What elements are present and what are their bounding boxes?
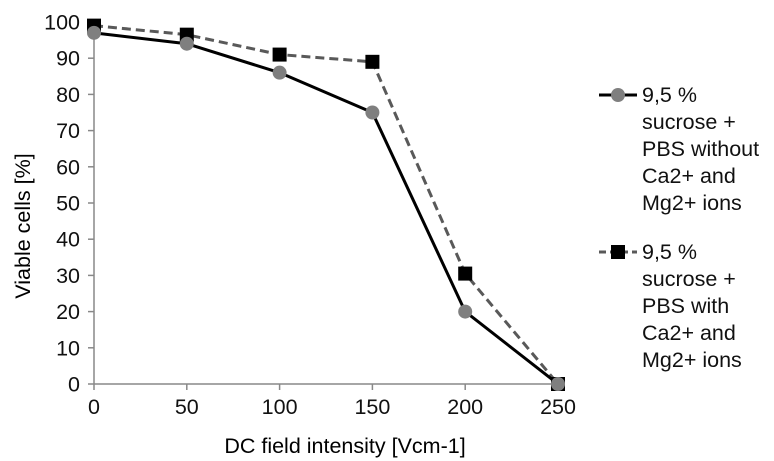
y-tick-label: 40 [56,228,80,252]
y-axis-label: Viable cells [%] [11,153,35,298]
y-tick-label: 20 [56,300,80,324]
data-point [458,266,473,281]
y-tick-label: 30 [56,264,80,288]
legend-swatch-circle-icon [599,88,637,102]
y-tick-label: 10 [56,336,80,360]
legend-label-line-5: Mg2+ ions [642,191,742,215]
series-line [93,24,560,385]
series-line [93,31,559,386]
legend-label-line-1: 9,5 % [642,83,697,107]
x-axis: 0 50 100 150 200 250 [88,383,576,419]
legend-label-line-4: Ca2+ and [642,164,736,188]
data-point [365,54,380,69]
y-axis: 0 10 20 30 40 50 60 70 80 90 100 [44,11,95,397]
legend-swatch-square-icon [599,245,637,259]
legend-label-line-3: PBS without [642,137,760,161]
y-tick-label: 60 [56,155,80,179]
y-tick-label: 70 [56,119,80,143]
y-tick-label: 90 [56,47,80,71]
x-axis-label: DC field intensity [Vcm-1] [224,434,465,458]
legend-entry-with-ions: 9,5 % sucrose + PBS with Ca2+ and Mg2+ i… [598,239,774,374]
x-tick-label: 0 [88,395,100,419]
data-point [272,65,287,80]
legend-label-line-1: 9,5 % [642,240,697,264]
x-tick-label: 100 [262,395,298,419]
y-tick-label: 0 [68,373,80,397]
legend-label-line-5: Mg2+ ions [642,348,742,372]
series-1 [87,25,565,391]
legend: 9,5 % sucrose + PBS without Ca2+ and Mg2… [598,82,774,396]
legend-label-line-3: PBS with [642,294,730,318]
legend-entry-without-ions: 9,5 % sucrose + PBS without Ca2+ and Mg2… [598,82,774,217]
y-tick-label: 100 [44,11,80,35]
x-tick-label: 200 [447,395,483,419]
legend-label-line-2: sucrose + [642,110,736,134]
series-layer [87,18,565,391]
y-tick-label: 50 [56,192,80,216]
data-point [179,36,194,51]
data-point [551,377,565,391]
data-point [87,25,101,40]
legend-label-line-4: Ca2+ and [642,321,736,345]
data-point [458,304,473,319]
legend-label-line-2: sucrose + [642,267,736,291]
data-point [365,105,380,120]
x-tick-label: 150 [354,395,390,419]
y-tick-label: 80 [56,83,80,107]
data-point [272,47,287,62]
x-tick-label: 50 [175,395,199,419]
x-tick-label: 250 [540,395,576,419]
